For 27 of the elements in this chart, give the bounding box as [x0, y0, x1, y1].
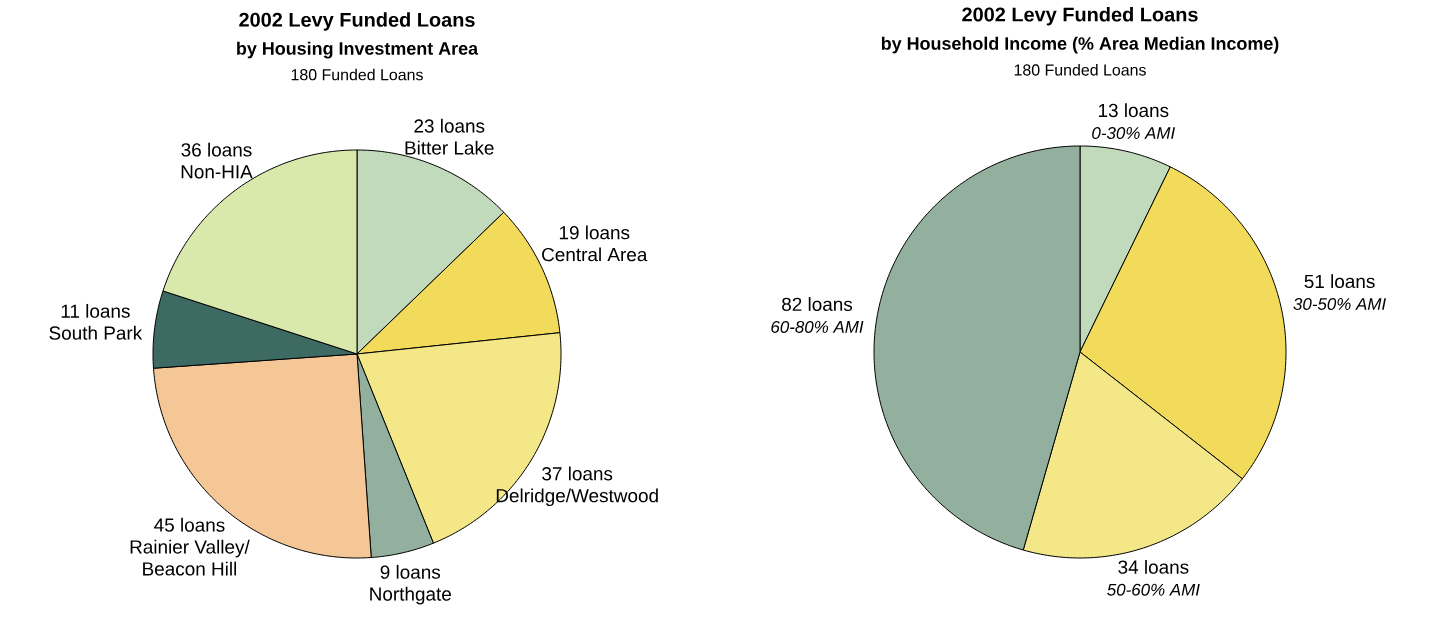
- chart-subtitle: by Housing Investment Area: [237, 41, 479, 59]
- data-label: 34 loans: [1118, 559, 1189, 574]
- chart-title: 2002 Levy Funded Loans: [239, 12, 475, 31]
- slice-label: South Park: [49, 325, 143, 340]
- data-label: 9 loans: [380, 564, 441, 579]
- chart-subtitle: by Household Income (% Area Median Income): [881, 36, 1279, 54]
- data-label: 19 loans: [559, 225, 630, 240]
- data-label: 45 loans: [154, 517, 225, 532]
- slice-label: 60-80% AMI: [771, 320, 864, 333]
- data-label: 11 loans: [61, 303, 130, 318]
- data-label: 82 loans: [782, 297, 853, 312]
- data-label: 36 loans: [181, 142, 252, 157]
- slice-label: 30-50% AMI: [1293, 297, 1386, 310]
- slice-label: Non-HIA: [181, 165, 253, 179]
- data-label: 13 loans: [1098, 103, 1169, 118]
- text: 180 Funded Loans: [291, 68, 423, 81]
- data-label: 37 loans: [542, 466, 613, 481]
- slice-label: 0-30% AMI: [1092, 127, 1175, 140]
- slice-label: Central Area: [542, 247, 648, 262]
- slice-label: 50-60% AMI: [1107, 583, 1200, 596]
- slice-label: Rainier Valley/ Beacon Hill: [130, 539, 250, 576]
- data-label: 23 loans: [414, 118, 485, 133]
- slice-label: Northgate: [370, 586, 451, 605]
- slice-label: Bitter Lake: [405, 140, 494, 155]
- chart-title: 2002 Levy Funded Loans: [962, 6, 1198, 26]
- text: 180 Funded Loans: [1014, 63, 1146, 76]
- data-label: 51 loans: [1304, 274, 1375, 289]
